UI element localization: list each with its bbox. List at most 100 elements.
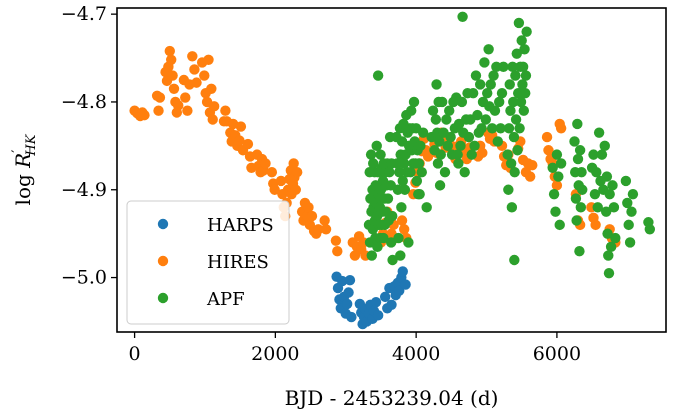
data-point-apf-178 (550, 206, 561, 217)
data-point-apf-92 (430, 114, 442, 125)
data-point-apf-218 (624, 237, 636, 248)
data-point-apf-104 (442, 140, 454, 152)
data-point-apf-208 (603, 250, 614, 261)
data-point-apf-114 (455, 140, 466, 152)
data-point-harps-26 (386, 299, 397, 310)
data-point-apf-151 (505, 105, 516, 116)
y-tick-label-2: −4.8 (61, 91, 107, 113)
legend-marker-harps (157, 218, 169, 230)
data-point-apf-176 (547, 162, 558, 173)
data-point-apf-157 (509, 254, 520, 266)
data-point-hires-100 (396, 215, 408, 226)
data-point-hires-17 (173, 100, 184, 111)
data-point-apf-80 (411, 175, 423, 187)
data-point-apf-181 (554, 219, 565, 231)
y-tick-label-3: −4.7 (61, 3, 107, 25)
data-point-apf-133 (480, 114, 492, 125)
data-point-apf-86 (416, 167, 427, 178)
data-point-hires-31 (206, 83, 217, 94)
data-point-apf-103 (441, 114, 452, 125)
data-point-apf-222 (644, 224, 656, 235)
data-point-apf-142 (492, 136, 503, 147)
data-point-apf-179 (551, 149, 563, 160)
data-point-apf-192 (575, 202, 587, 213)
data-point-apf-123 (466, 149, 477, 160)
data-point-apf-205 (600, 206, 612, 217)
data-point-hires-57 (275, 175, 287, 187)
data-point-apf-159 (510, 70, 521, 81)
data-point-hires-54 (266, 167, 278, 178)
data-point-apf-129 (474, 79, 486, 90)
data-point-hires-42 (234, 135, 245, 146)
data-point-apf-85 (415, 140, 426, 152)
x-tick-label-2: 4000 (392, 343, 440, 365)
data-point-apf-83 (413, 158, 425, 169)
data-point-apf-132 (479, 57, 490, 68)
x-tick-label-1: 2000 (251, 343, 299, 365)
x-tick-label-0: 0 (129, 343, 141, 365)
data-point-apf-168 (516, 35, 527, 46)
data-point-hires-35 (220, 105, 231, 116)
data-point-apf-161 (511, 48, 522, 59)
data-point-apf-115 (456, 96, 468, 108)
data-point-hires-6 (153, 105, 164, 116)
plot-frame (116, 7, 667, 333)
data-point-hires-14 (168, 83, 180, 94)
data-point-apf-124 (467, 87, 479, 99)
data-point-apf-173 (520, 87, 531, 99)
x-axis-label: BJD - 2453239.04 (d) (285, 386, 499, 410)
data-point-hires-142 (524, 171, 536, 182)
data-point-apf-99 (435, 149, 446, 160)
data-point-hires-53 (260, 158, 271, 169)
data-point-apf-126 (470, 70, 482, 81)
data-point-hires-22 (187, 51, 198, 62)
data-point-apf-211 (605, 241, 617, 253)
data-point-apf-150 (504, 79, 515, 90)
data-point-apf-200 (593, 127, 605, 138)
data-point-apf-199 (592, 202, 603, 213)
data-point-apf-215 (620, 175, 632, 187)
data-point-apf-90 (427, 105, 439, 116)
data-point-hires-83 (330, 235, 342, 246)
data-point-apf-207 (602, 228, 613, 239)
data-point-hires-67 (288, 158, 299, 169)
data-point-apf-188 (572, 153, 584, 165)
data-point-apf-76 (408, 96, 420, 108)
data-point-apf-87 (417, 127, 429, 138)
data-point-hires-33 (208, 101, 220, 112)
data-point-apf-169 (517, 79, 528, 90)
data-point-apf-217 (623, 219, 634, 231)
data-point-apf-4 (365, 149, 377, 160)
data-point-harps-7 (341, 298, 353, 310)
data-point-hires-144 (541, 131, 553, 143)
data-point-apf-197 (589, 188, 601, 200)
data-point-apf-198 (591, 167, 602, 178)
data-point-apf-146 (498, 61, 509, 73)
data-point-harps-10 (346, 311, 357, 323)
series-apf (363, 11, 656, 279)
data-point-harps-32 (397, 266, 408, 277)
data-point-apf-182 (555, 158, 567, 169)
data-point-hires-24 (191, 77, 202, 88)
y-tick-label-1: −4.9 (61, 179, 107, 201)
data-point-harps-33 (400, 279, 411, 290)
data-point-apf-137 (485, 79, 496, 90)
data-point-hires-11 (164, 45, 175, 57)
data-point-hires-56 (269, 184, 280, 195)
data-point-apf-105 (444, 105, 455, 116)
data-point-apf-6 (366, 250, 377, 261)
data-point-apf-180 (553, 171, 564, 182)
data-point-apf-187 (572, 118, 583, 130)
data-point-hires-70 (291, 167, 303, 178)
legend-marker-apf (157, 292, 169, 304)
data-point-apf-100 (436, 96, 448, 108)
data-point-apf-148 (503, 184, 514, 195)
data-point-apf-143 (493, 96, 505, 108)
data-point-apf-193 (576, 167, 587, 178)
data-point-hires-20 (182, 105, 193, 116)
data-point-apf-63 (399, 184, 411, 195)
data-point-apf-214 (610, 232, 621, 244)
data-point-hires-80 (313, 224, 324, 235)
data-point-apf-213 (608, 202, 620, 213)
